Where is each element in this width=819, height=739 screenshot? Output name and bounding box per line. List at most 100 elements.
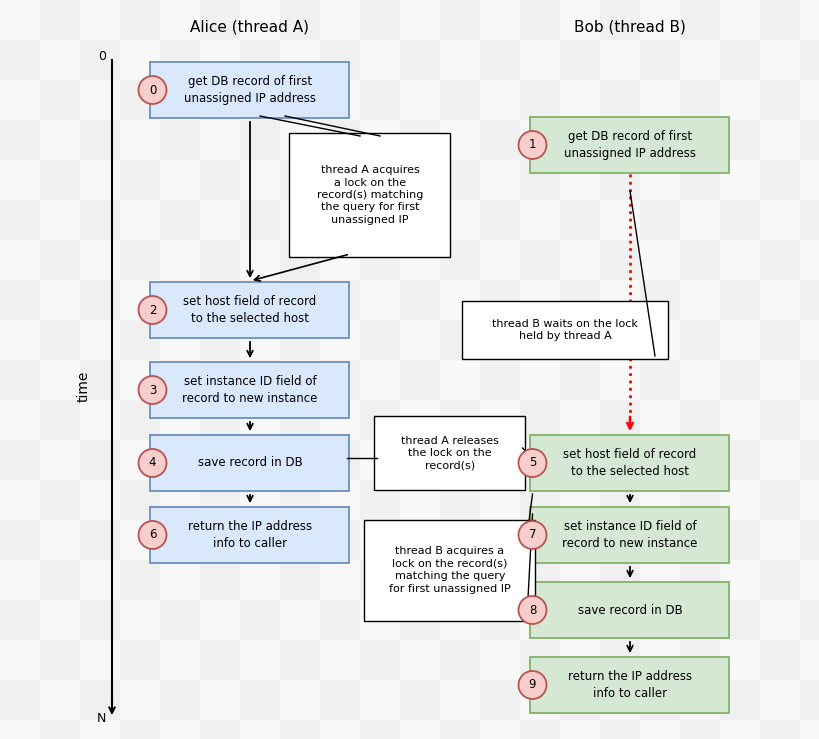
Bar bbox=[479, 520, 519, 560]
Bar bbox=[519, 680, 559, 720]
Bar bbox=[160, 600, 200, 640]
Bar bbox=[319, 480, 360, 520]
Bar bbox=[240, 720, 279, 739]
Text: save record in DB: save record in DB bbox=[577, 604, 681, 616]
Bar bbox=[120, 600, 160, 640]
Bar bbox=[0, 320, 40, 360]
Bar bbox=[639, 480, 679, 520]
Bar bbox=[360, 200, 400, 240]
FancyBboxPatch shape bbox=[530, 435, 729, 491]
Bar bbox=[360, 680, 400, 720]
Bar bbox=[759, 520, 799, 560]
Text: 3: 3 bbox=[148, 384, 156, 397]
Bar bbox=[80, 560, 120, 600]
Bar bbox=[600, 160, 639, 200]
Bar bbox=[0, 80, 40, 120]
Bar bbox=[639, 520, 679, 560]
Bar bbox=[0, 280, 40, 320]
Bar bbox=[200, 720, 240, 739]
Bar bbox=[479, 440, 519, 480]
Bar bbox=[120, 640, 160, 680]
Text: thread A releases
the lock on the
record(s): thread A releases the lock on the record… bbox=[400, 435, 498, 471]
Bar bbox=[719, 0, 759, 40]
Bar bbox=[600, 440, 639, 480]
Bar bbox=[120, 280, 160, 320]
Bar bbox=[240, 200, 279, 240]
Bar bbox=[120, 520, 160, 560]
Bar bbox=[639, 40, 679, 80]
Bar bbox=[759, 200, 799, 240]
Bar bbox=[600, 680, 639, 720]
Text: 5: 5 bbox=[528, 457, 536, 469]
Bar bbox=[440, 480, 479, 520]
Bar bbox=[160, 80, 200, 120]
Bar bbox=[360, 280, 400, 320]
Bar bbox=[600, 320, 639, 360]
Bar bbox=[719, 720, 759, 739]
Bar bbox=[719, 40, 759, 80]
Bar bbox=[80, 720, 120, 739]
Bar bbox=[559, 280, 600, 320]
Text: get DB record of first
unassigned IP address: get DB record of first unassigned IP add… bbox=[183, 75, 315, 105]
Bar bbox=[719, 240, 759, 280]
Text: thread B acquires a
lock on the record(s)
matching the query
for first unassigne: thread B acquires a lock on the record(s… bbox=[389, 546, 510, 593]
Bar bbox=[799, 720, 819, 739]
Bar bbox=[80, 120, 120, 160]
Bar bbox=[799, 280, 819, 320]
Bar bbox=[80, 280, 120, 320]
Bar bbox=[80, 520, 120, 560]
Bar bbox=[479, 400, 519, 440]
Text: return the IP address
info to caller: return the IP address info to caller bbox=[188, 520, 312, 550]
FancyBboxPatch shape bbox=[461, 301, 667, 359]
Bar bbox=[319, 280, 360, 320]
Bar bbox=[240, 560, 279, 600]
Bar bbox=[440, 360, 479, 400]
Bar bbox=[440, 280, 479, 320]
Bar bbox=[240, 240, 279, 280]
Bar bbox=[240, 600, 279, 640]
Text: Bob (thread B): Bob (thread B) bbox=[573, 20, 686, 35]
Circle shape bbox=[138, 521, 166, 549]
Bar bbox=[40, 320, 80, 360]
Bar bbox=[400, 440, 440, 480]
Bar bbox=[240, 680, 279, 720]
Bar bbox=[120, 440, 160, 480]
Bar bbox=[639, 680, 679, 720]
Bar bbox=[319, 360, 360, 400]
Bar bbox=[40, 280, 80, 320]
Bar bbox=[360, 560, 400, 600]
Bar bbox=[600, 280, 639, 320]
Bar bbox=[319, 600, 360, 640]
Bar bbox=[40, 520, 80, 560]
Bar bbox=[80, 0, 120, 40]
Bar bbox=[559, 200, 600, 240]
Bar bbox=[400, 280, 440, 320]
Bar bbox=[559, 120, 600, 160]
Bar bbox=[80, 440, 120, 480]
Bar bbox=[279, 40, 319, 80]
Bar bbox=[279, 0, 319, 40]
Bar bbox=[120, 0, 160, 40]
Bar bbox=[160, 640, 200, 680]
Bar bbox=[719, 280, 759, 320]
Bar bbox=[200, 440, 240, 480]
FancyBboxPatch shape bbox=[151, 282, 349, 338]
Bar bbox=[600, 360, 639, 400]
Bar bbox=[519, 560, 559, 600]
Bar bbox=[360, 440, 400, 480]
Circle shape bbox=[138, 376, 166, 404]
Bar bbox=[160, 680, 200, 720]
Bar bbox=[799, 560, 819, 600]
Bar bbox=[400, 80, 440, 120]
Bar bbox=[639, 600, 679, 640]
Bar bbox=[160, 440, 200, 480]
FancyBboxPatch shape bbox=[530, 582, 729, 638]
Bar bbox=[319, 80, 360, 120]
Bar bbox=[600, 560, 639, 600]
Bar bbox=[200, 320, 240, 360]
Bar bbox=[479, 240, 519, 280]
Bar bbox=[679, 40, 719, 80]
Circle shape bbox=[518, 521, 545, 549]
Bar bbox=[679, 280, 719, 320]
Bar bbox=[319, 440, 360, 480]
